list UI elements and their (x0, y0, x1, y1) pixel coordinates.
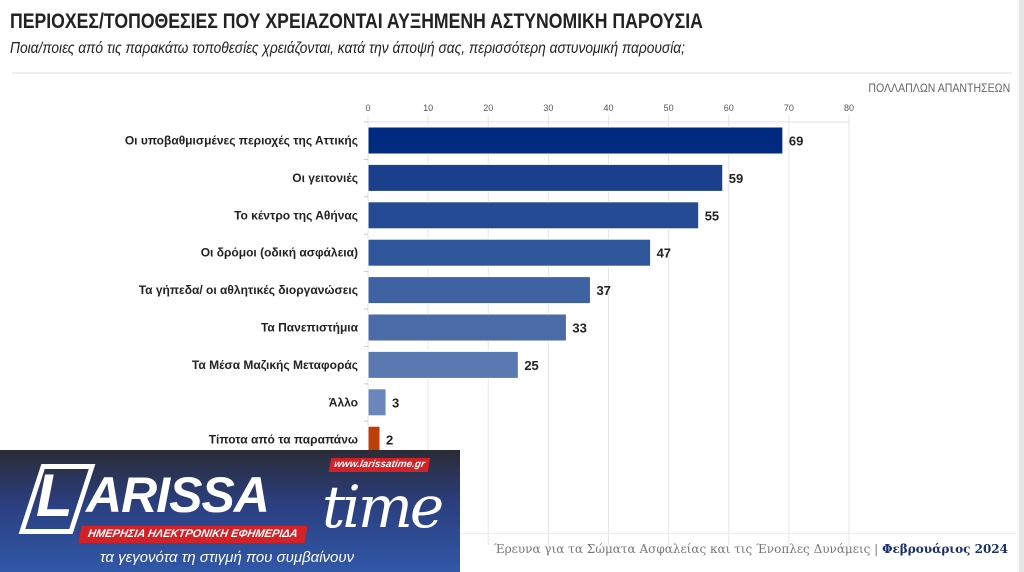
logo-l: L (36, 462, 73, 529)
data-label: 69 (789, 134, 803, 149)
x-tick-label: 30 (543, 103, 553, 113)
bar (367, 313, 567, 342)
bar (367, 201, 700, 230)
bar (367, 388, 387, 417)
logo-time: time (322, 473, 444, 541)
x-tick-label: 40 (603, 103, 613, 113)
bar-chart: 0 10 20 30 40 50 60 70 80 Οι υποβαθμισμένες περιο… (125, 103, 854, 545)
category-label: Οι υποβαθμισμένες περιοχές της Αττικής (125, 134, 358, 148)
category-label: Τα Μέσα Μαζικής Μεταφοράς (192, 358, 358, 372)
category-label: Άλλο (329, 395, 358, 409)
bar (367, 238, 652, 267)
category-label: Οι δρόμοι (οδική ασφάλεια) (201, 246, 358, 260)
logo-slogan: τα γεγονότα τη στιγμή που συμβαίνουν (100, 549, 355, 566)
x-tick-label: 0 (365, 103, 370, 113)
logo-tagline: ΗΜΕΡΗΣΙΑ ΗΛΕΚΤΡΟΝΙΚΗ ΕΦΗΜΕΡΙΔΑ (78, 526, 308, 543)
category-label: Τα γήπεδα/ οι αθλητικές διοργανώσεις (139, 283, 358, 297)
logo-url: www.larissatime.gr (328, 458, 431, 472)
divider (12, 72, 1012, 74)
bar (367, 163, 724, 192)
data-label: 55 (705, 208, 719, 223)
data-label: 3 (392, 395, 399, 410)
category-label: Τίποτα από τα παραπάνω (209, 433, 358, 447)
category-label: Οι γειτονιές (292, 171, 358, 185)
footer-divider (460, 533, 1015, 534)
chart-title: ΠΕΡΙΟΧΕΣ/ΤΟΠΟΘΕΣΙΕΣ ΠΟΥ ΧΡΕΙΑΖΟΝΤΑΙ ΑΥΞΗ… (10, 10, 703, 33)
bar (367, 350, 519, 379)
larissatime-logo: L ARISSA time www.larissatime.gr ΗΜΕΡΗΣΙ… (0, 450, 460, 572)
category-label: Το κέντρο της Αθήνας (234, 208, 358, 222)
footer-source: Έρευνα για τα Σώματα Ασφαλείας και τις Έ… (494, 542, 1008, 556)
data-label: 47 (657, 246, 671, 261)
logo-arissa: ARISSA (86, 467, 270, 523)
x-tick-label: 20 (483, 103, 493, 113)
x-tick-label: 80 (844, 103, 854, 113)
data-label: 59 (729, 171, 743, 186)
x-tick-label: 10 (423, 103, 433, 113)
data-label: 25 (524, 358, 538, 373)
bar (367, 276, 591, 305)
x-tick-label: 60 (724, 103, 734, 113)
data-label: 37 (596, 283, 610, 298)
data-label: 33 (572, 321, 586, 336)
chart-subtitle: Ποια/ποιες από τις παρακάτω τοποθεσίες χ… (10, 40, 685, 57)
category-label: Τα Πανεπιστήμια (261, 321, 359, 335)
bar (367, 126, 784, 155)
x-tick-label: 70 (784, 103, 794, 113)
data-label: 2 (386, 433, 393, 448)
x-tick-label: 50 (664, 103, 674, 113)
survey-date: Φεβρουάριος 2024 (882, 542, 1008, 556)
multiple-answers-note: ΠΟΛΛΑΠΛΩΝ ΑΠΑΝΤΗΣΕΩΝ (868, 81, 1010, 95)
survey-name: Έρευνα για τα Σώματα Ασφαλείας και τις Έ… (493, 542, 879, 556)
right-border (1019, 0, 1024, 572)
